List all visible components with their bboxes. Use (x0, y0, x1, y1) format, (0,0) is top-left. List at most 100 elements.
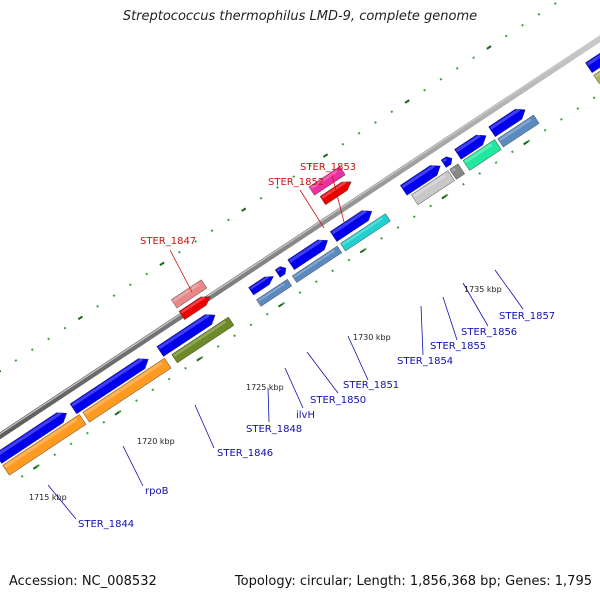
leader-ster_1856 (462, 282, 489, 327)
inner-tick (441, 194, 447, 200)
gene-khaki-body (593, 40, 600, 84)
leader-ster_1846 (194, 404, 215, 449)
leader-ster_1847 (169, 249, 193, 293)
gene-magenta (308, 166, 346, 196)
inner-dot (347, 258, 351, 262)
gene-pink-shine (172, 283, 200, 302)
gene-silver-shine (412, 174, 447, 198)
inner-dot (86, 431, 89, 435)
outer-dot (178, 250, 181, 254)
outer-dot (14, 359, 18, 362)
gene-cds-a (0, 411, 67, 464)
gene-cds-e-body (274, 266, 287, 278)
gene-cds-j (454, 134, 487, 160)
gene-cyan-shine (341, 217, 384, 246)
gene-label-ster_1856: STER_1856 (461, 327, 517, 338)
leader-ilvh (284, 367, 304, 409)
gene-label-ster_1853: STER_1853 (300, 162, 356, 173)
gene-cds-f-body (287, 239, 328, 271)
gene-cds-g-body (329, 210, 373, 242)
scale-label-0: 1715 kbp (29, 493, 67, 502)
gene-pink-body (171, 279, 208, 309)
gene-cds-i-shine (442, 158, 448, 163)
inner-dot (363, 247, 367, 251)
gene-orange-b-body (82, 357, 172, 423)
gene-label-ster_1846: STER_1846 (217, 448, 273, 459)
outer-tick (404, 99, 410, 104)
gene-label-ster_1844: STER_1844 (78, 519, 134, 530)
inner-dot (429, 204, 433, 208)
inner-tick (523, 140, 529, 146)
gene-mint-body (462, 139, 502, 171)
genome-backbone (0, 35, 600, 440)
gene-cds-h (400, 164, 441, 196)
inner-dot (184, 366, 187, 370)
gene-red-a-shine (180, 296, 206, 314)
outer-dot (227, 218, 230, 222)
gene-magenta-body (308, 166, 346, 196)
scale-label-1: 1720 kbp (137, 437, 175, 446)
gene-cds-b (69, 357, 149, 415)
leader-ster_1854 (420, 305, 424, 356)
inner-dot (576, 107, 580, 110)
inner-dot (445, 193, 449, 197)
gene-olive (171, 316, 235, 364)
gene-steel-c-shine (499, 118, 532, 142)
gene-cds-g (329, 209, 373, 242)
outer-dot (259, 196, 263, 200)
inner-dot (118, 410, 122, 413)
outer-tick (322, 153, 329, 158)
gene-cds-l-body (585, 32, 600, 74)
outer-dot (63, 326, 67, 330)
outer-dot (341, 142, 345, 146)
leader-ster_1855 (442, 296, 458, 341)
gene-cds-b-shine (71, 357, 144, 407)
outer-dot (308, 164, 312, 168)
gene-cds-a-body (0, 412, 67, 464)
gene-olive-body (171, 316, 235, 364)
outer-dot (47, 337, 50, 341)
gene-cds-a-shine (0, 411, 62, 457)
inner-tick (114, 411, 120, 416)
leader-ster_1857 (494, 269, 524, 310)
outer-dot (374, 121, 377, 124)
inner-dot (560, 118, 563, 121)
gene-label-rpob: rpoB (145, 486, 169, 497)
gene-mint (462, 139, 502, 171)
gene-khaki (593, 40, 600, 84)
inner-dot (216, 345, 220, 348)
outer-dot (521, 23, 524, 27)
gene-labels: STER_1844 rpoB STER_1846 STER_1847 STER_1848… (78, 162, 555, 530)
leader-ster_1852 (299, 189, 325, 229)
gene-steel-a (256, 278, 293, 307)
inner-dot (20, 475, 24, 478)
gene-red-a (178, 296, 211, 320)
gene-pink (171, 279, 208, 309)
leader-ster_1848 (267, 387, 270, 423)
gene-cds-e-shine (276, 267, 282, 273)
outer-dot (537, 12, 541, 16)
gene-orange-a-shine (4, 418, 78, 468)
inner-dot (298, 291, 302, 294)
gene-cds-j-body (454, 134, 487, 160)
gene-label-ster_1854: STER_1854 (397, 356, 453, 367)
inner-dot (282, 301, 285, 305)
leader-rpob (122, 445, 144, 487)
gene-cds-e (274, 266, 287, 278)
scale-labels: 1715 kbp 1720 kbp 1725 kbp 1730 kbp 1735 kbp (29, 285, 502, 502)
gene-cds-d-body (248, 276, 274, 296)
inner-dot (412, 215, 416, 219)
gene-cds-k (488, 108, 526, 138)
inner-dot (37, 464, 40, 467)
gene-track (0, 32, 600, 476)
inner-dot (396, 226, 400, 229)
gene-cds-l-shine (586, 32, 600, 66)
gene-cds-b-body (69, 358, 149, 415)
gene-orange-a (2, 414, 87, 476)
outer-dot (292, 175, 296, 178)
map-title: Streptococcus thermophilus LMD-9, comple… (122, 9, 478, 24)
accession-text: Accession: NC_008532 (9, 574, 157, 589)
inner-dot (462, 182, 465, 186)
label-leaders (47, 174, 524, 520)
